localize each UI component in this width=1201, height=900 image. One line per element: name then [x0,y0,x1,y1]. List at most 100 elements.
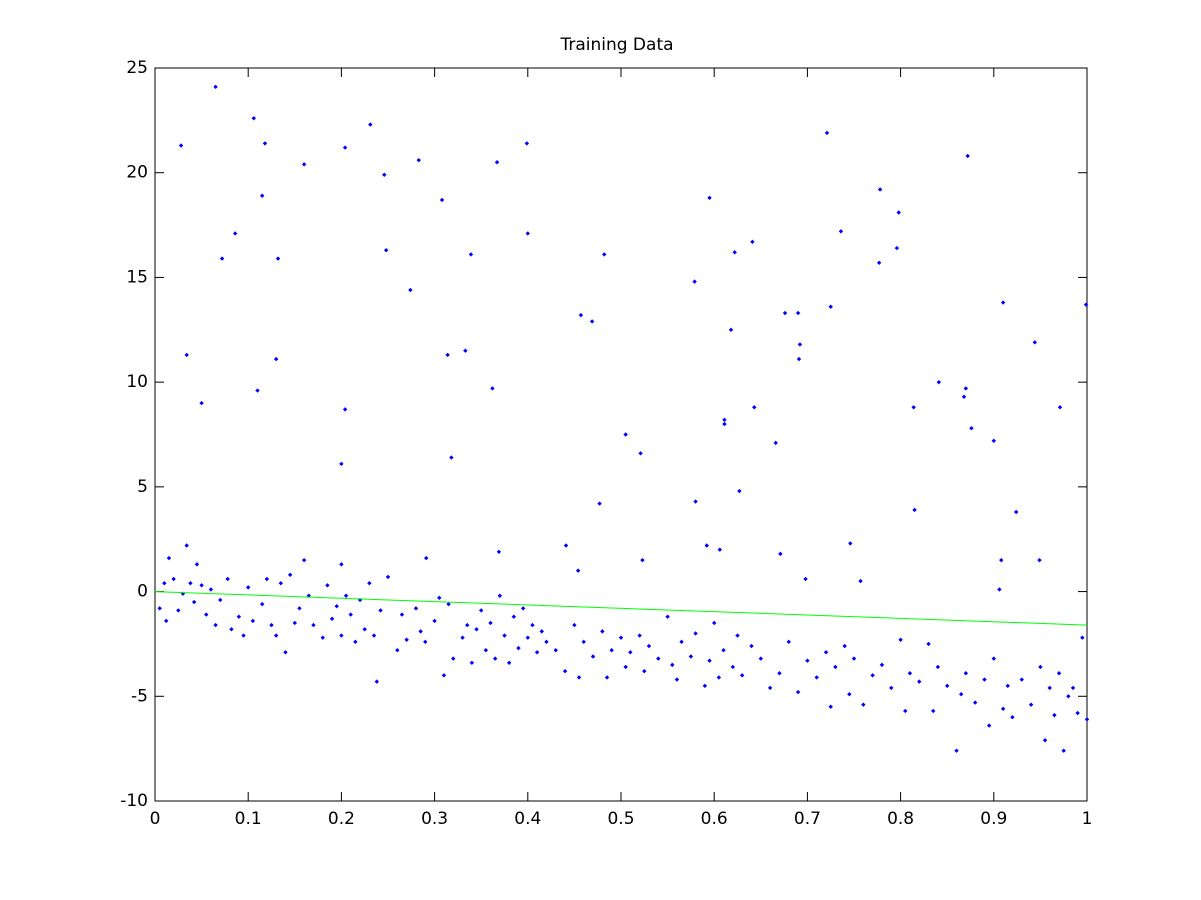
data-point [590,654,596,659]
data-point [269,622,274,628]
data-point [451,656,456,661]
data-point [539,629,544,634]
data-point [581,639,586,645]
data-point [1075,710,1080,716]
data-point [184,543,189,548]
data-point [218,597,223,603]
data-point [408,287,413,293]
data-point [749,643,754,649]
data-point [674,677,680,682]
data-point [297,606,302,611]
data-point [283,650,288,655]
data-point [368,122,373,127]
data-point [516,645,521,651]
data-point [609,648,614,653]
data-point [449,455,454,460]
data-point [1070,685,1076,691]
data-point [858,578,863,584]
data-point [1084,717,1090,722]
data-point [479,608,484,613]
data-point [638,451,643,456]
data-point [1066,694,1071,699]
data-point [931,708,936,714]
data-point [171,576,176,582]
data-point [339,562,344,567]
data-point [575,568,581,573]
data-point [334,604,339,609]
data-point [828,704,833,709]
data-point [383,248,389,253]
data-point [814,675,819,680]
data-point [483,648,489,653]
data-point [497,593,503,598]
x-tick-label: 1 [1082,809,1093,829]
data-point [688,654,694,659]
data-point [961,394,967,400]
data-point [465,622,470,628]
data-point [986,723,992,728]
data-point [1047,685,1052,691]
data-point [488,620,493,626]
data-point [739,673,745,678]
data-point [797,342,803,347]
data-point [889,685,894,691]
data-point [229,627,234,632]
data-point [623,432,628,437]
data-point [525,231,530,236]
data-point [255,388,260,393]
data-point [917,679,922,684]
data-point [339,461,344,467]
fit-line [154,591,1088,626]
data-point [474,627,479,632]
data-point [991,656,996,661]
data-point [1038,664,1043,670]
data-point [416,157,421,163]
data-point [716,675,722,680]
data-point [496,549,502,554]
data-point [399,612,405,617]
data-point [722,421,727,427]
data-point [199,583,204,588]
data-point [628,650,633,655]
data-point [378,608,383,613]
data-point [553,648,558,653]
y-tick-label: 15 [126,267,148,287]
data-point [767,685,773,691]
data-point [157,606,162,611]
data-point [777,671,782,676]
data-point [646,643,652,649]
data-point [219,256,225,261]
data-point [1061,748,1066,753]
data-point [1000,300,1006,305]
data-point [166,555,172,561]
data-point [1019,677,1024,682]
data-point [679,639,684,645]
data-point [339,633,344,638]
data-point [912,507,917,513]
data-point [468,252,474,257]
data-point [246,585,251,590]
data-point [1052,712,1057,718]
data-point [876,260,882,265]
data-point [275,256,281,261]
data-point [1083,302,1089,307]
x-tick-label: 0.6 [701,809,728,829]
data-point [287,572,293,578]
data-point [833,664,838,670]
data-point [395,648,400,653]
data-point [213,622,218,628]
data-point [404,637,409,642]
data-point [704,543,709,548]
data-point [623,664,628,670]
data-point [292,620,297,626]
data-point [618,635,624,640]
data-point [445,352,450,358]
data-point [437,595,442,601]
data-point [894,245,900,251]
data-point [828,304,833,309]
x-tick-label: 0.5 [607,809,634,829]
y-tick-label: 20 [126,163,148,183]
data-point [965,153,970,159]
data-point [735,633,740,638]
data-point [642,668,647,674]
